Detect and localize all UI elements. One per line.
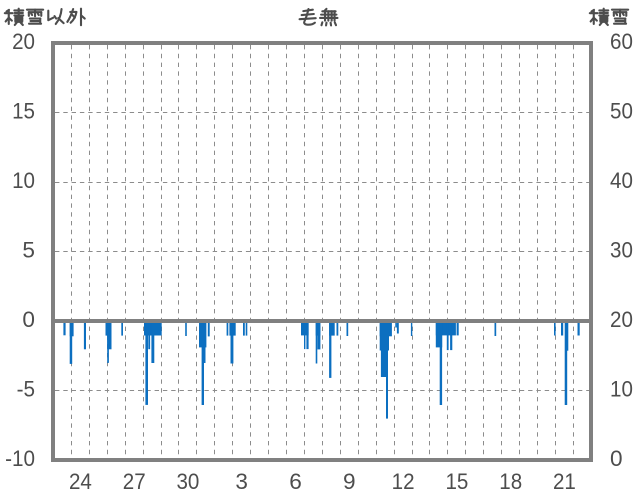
svg-text:30: 30 (610, 237, 633, 262)
svg-text:21: 21 (553, 469, 576, 494)
svg-text:10: 10 (12, 168, 35, 193)
svg-text:30: 30 (176, 469, 199, 494)
svg-text:9: 9 (343, 469, 356, 494)
svg-text:60: 60 (610, 29, 633, 54)
svg-text:15: 15 (12, 98, 35, 123)
svg-text:24: 24 (69, 469, 92, 494)
svg-text:20: 20 (610, 307, 633, 332)
svg-text:-5: -5 (17, 376, 35, 401)
svg-text:0: 0 (610, 446, 623, 471)
svg-text:27: 27 (123, 469, 146, 494)
svg-text:18: 18 (499, 469, 522, 494)
svg-text:5: 5 (22, 237, 35, 262)
svg-text:50: 50 (610, 98, 633, 123)
svg-text:20: 20 (12, 29, 35, 54)
svg-text:15: 15 (445, 469, 468, 494)
svg-text:40: 40 (610, 168, 633, 193)
svg-text:12: 12 (392, 469, 415, 494)
svg-text:-10: -10 (5, 446, 35, 471)
svg-text:10: 10 (610, 376, 633, 401)
svg-text:3: 3 (235, 469, 248, 494)
svg-text:0: 0 (22, 307, 35, 332)
svg-text:6: 6 (289, 469, 302, 494)
